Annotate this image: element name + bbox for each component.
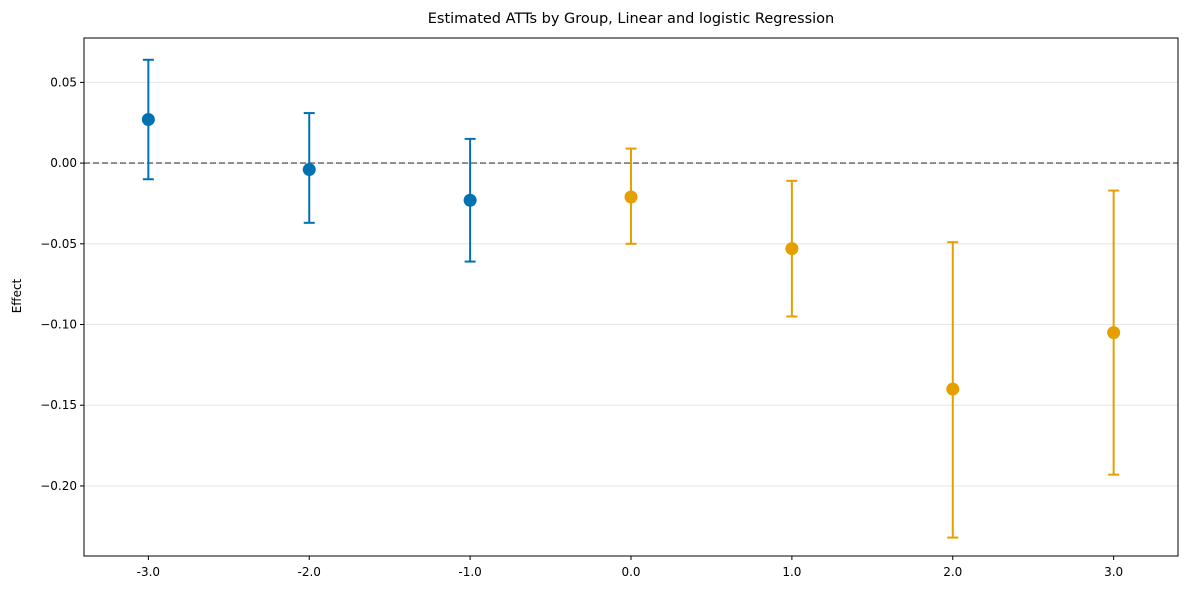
estimate-point — [785, 242, 799, 256]
grid-lines — [84, 81, 1178, 487]
y-tick-label: −0.15 — [40, 398, 77, 412]
estimate-point — [946, 382, 960, 396]
x-axis-ticks: -3.0 -2.0 -1.0 0.0 1.0 2.0 3.0 — [137, 556, 1123, 579]
y-tick-label: −0.10 — [40, 318, 77, 332]
y-tick-label: 0.00 — [50, 156, 77, 170]
x-tick-label: 1.0 — [782, 565, 801, 579]
chart-title: Estimated ATTs by Group, Linear and logi… — [428, 11, 835, 27]
error-bar-marks — [141, 58, 1121, 539]
x-tick-label: -1.0 — [458, 565, 481, 579]
x-tick-label: 0.0 — [621, 565, 640, 579]
y-tick-label: −0.20 — [40, 479, 77, 493]
y-axis-label: Effect — [10, 278, 24, 313]
x-tick-label: -2.0 — [298, 565, 321, 579]
estimate-point — [624, 190, 638, 204]
estimate-point — [141, 113, 155, 127]
estimate-point — [1107, 326, 1121, 340]
estimate-point — [463, 193, 477, 207]
y-tick-label: 0.05 — [50, 75, 77, 89]
x-tick-label: 3.0 — [1104, 565, 1123, 579]
y-tick-label: −0.05 — [40, 237, 77, 251]
y-axis-ticks: 0.05 0.00 −0.05 −0.10 −0.15 −0.20 — [40, 75, 84, 493]
plot-frame — [83, 37, 1179, 557]
x-tick-label: 2.0 — [943, 565, 962, 579]
estimate-point — [302, 163, 316, 177]
x-tick-label: -3.0 — [137, 565, 160, 579]
